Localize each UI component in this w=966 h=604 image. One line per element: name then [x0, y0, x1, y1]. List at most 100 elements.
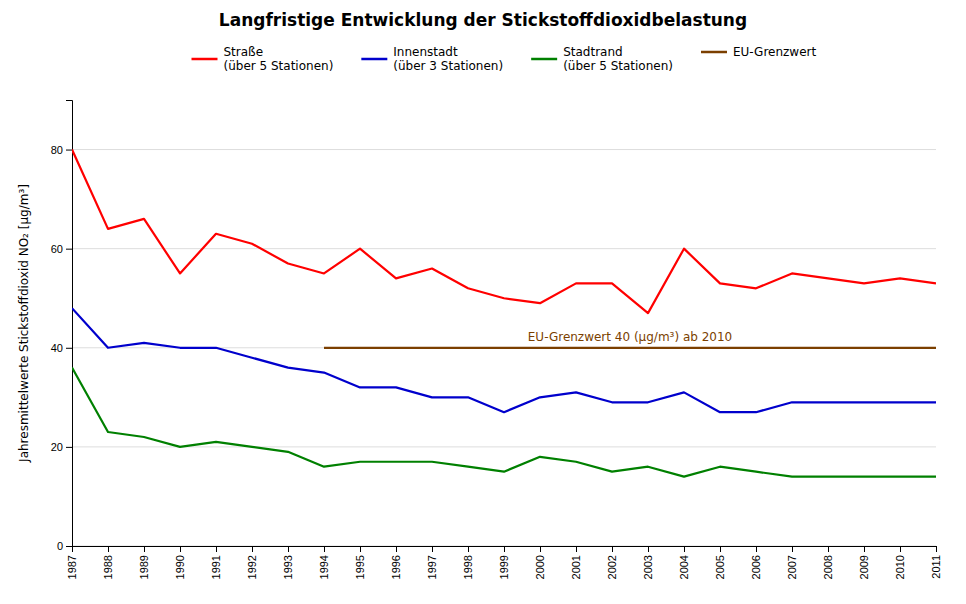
x-tick-mark — [648, 546, 649, 552]
x-tick: 1993 — [282, 546, 294, 579]
legend-swatch — [531, 58, 557, 61]
y-tick: 20 — [51, 441, 72, 453]
x-axis-line — [73, 547, 937, 553]
x-tick-label: 1994 — [318, 555, 330, 579]
x-tick-mark — [936, 546, 937, 552]
x-tick-mark — [288, 546, 289, 552]
x-tick-label: 2006 — [750, 555, 762, 579]
x-tick-label: 2000 — [534, 555, 546, 579]
x-tick: 1999 — [498, 546, 510, 579]
legend-swatch — [361, 58, 387, 61]
x-tick-label: 2007 — [786, 555, 798, 579]
x-tick: 2010 — [894, 546, 906, 579]
title: Langfristige Entwicklung der Stickstoffd… — [219, 10, 747, 30]
x-tick: 1989 — [138, 546, 150, 579]
x-tick-label: 1987 — [66, 555, 78, 579]
legend-label: EU-Grenzwert — [733, 45, 817, 59]
x-tick-label: 2008 — [822, 555, 834, 579]
x-tick-label: 1992 — [246, 555, 258, 579]
x-tick: 1992 — [246, 546, 258, 579]
y-tick: 0 — [57, 540, 72, 552]
x-tick: 2007 — [786, 546, 798, 579]
x-tick: 1991 — [210, 546, 222, 579]
series-line — [324, 347, 936, 349]
x-tick: 1995 — [354, 546, 366, 579]
x-tick: 1998 — [462, 546, 474, 579]
x-tick: 2011 — [930, 546, 942, 579]
x-tick: 1997 — [426, 546, 438, 579]
legend-item: Innenstadt(über 3 Stationen) — [361, 45, 503, 73]
x-tick-mark — [828, 546, 829, 552]
y-tick-mark — [66, 546, 72, 547]
y-tick: 40 — [51, 342, 72, 354]
x-tick-mark — [684, 546, 685, 552]
x-tick: 1988 — [102, 546, 114, 579]
x-tick: 1996 — [390, 546, 402, 579]
plot: 1987 1988 1989 1990 1991 1992 1993 1994 1995 1996… — [51, 101, 943, 580]
x-tick: 2009 — [858, 546, 870, 579]
annotation: EU-Grenzwert 40 (µg/m³) ab 2010 — [528, 330, 732, 344]
x-tick-mark — [396, 546, 397, 552]
x-tick-mark — [900, 546, 901, 552]
x-tick-label: 1988 — [102, 555, 114, 579]
x-tick: 1987 — [66, 546, 78, 579]
y-axis-title: Jahresmittelwerte Stickstoffdioxid NO₂ [… — [17, 184, 31, 463]
x-tick-mark — [144, 546, 145, 552]
y-tick-mark — [66, 447, 72, 448]
legend-item: Straße(über 5 Stationen) — [191, 45, 333, 73]
x-tick-label: 2010 — [894, 555, 906, 579]
y-tick: 60 — [51, 243, 72, 255]
y-axis-line — [66, 101, 73, 547]
x-tick-label: 1991 — [210, 555, 222, 579]
x-tick-label: 2004 — [678, 555, 690, 579]
y-tick-label: 40 — [51, 342, 63, 354]
x-tick-label: 1998 — [462, 555, 474, 579]
x-tick-mark — [792, 546, 793, 552]
x-tick: 2005 — [714, 546, 726, 579]
x-tick-mark — [504, 546, 505, 552]
legend-swatch — [701, 51, 727, 54]
legend: Straße(über 5 Stationen) Innenstadt(über … — [191, 45, 816, 73]
x-tick: 2003 — [642, 546, 654, 579]
x-tick-label: 2011 — [930, 555, 942, 579]
series-line — [72, 150, 936, 314]
x-tick: 2001 — [570, 546, 582, 579]
y-axis: 0 20 40 60 80 — [51, 101, 73, 553]
x-tick-mark — [180, 546, 181, 552]
x-tick: 2004 — [678, 546, 690, 579]
y-tick-label: 20 — [51, 441, 63, 453]
x-tick-label: 1997 — [426, 555, 438, 579]
x-tick-label: 2002 — [606, 555, 618, 579]
legend-item: EU-Grenzwert — [701, 45, 817, 59]
y-grid — [72, 150, 936, 546]
x-tick: 2002 — [606, 546, 618, 579]
legend-item: Stadtrand(über 5 Stationen) — [531, 45, 673, 73]
x-tick-mark — [360, 546, 361, 552]
x-tick-mark — [720, 546, 721, 552]
x-tick-label: 1989 — [138, 555, 150, 579]
x-tick-mark — [324, 546, 325, 552]
legend-label: Stadtrand(über 5 Stationen) — [563, 45, 673, 73]
y-tick: 80 — [51, 144, 72, 156]
x-tick-label: 1999 — [498, 555, 510, 579]
x-tick-label: 2009 — [858, 555, 870, 579]
x-tick-label: 1996 — [390, 555, 402, 579]
legend-swatch — [191, 58, 217, 61]
x-tick-label: 1993 — [282, 555, 294, 579]
x-tick-label: 2005 — [714, 555, 726, 579]
legend-label: Innenstadt(über 3 Stationen) — [393, 45, 503, 73]
series-line — [72, 368, 936, 477]
grid-line — [72, 149, 936, 150]
x-tick-mark — [468, 546, 469, 552]
x-tick-mark — [612, 546, 613, 552]
y-tick-mark — [66, 249, 72, 250]
x-tick: 2000 — [534, 546, 546, 579]
x-tick-mark — [540, 546, 541, 552]
y-tick-mark — [66, 150, 72, 151]
x-tick-label: 1990 — [174, 555, 186, 579]
x-tick: 1990 — [174, 546, 186, 579]
x-tick-label: 2001 — [570, 555, 582, 579]
x-tick-mark — [864, 546, 865, 552]
x-tick-mark — [216, 546, 217, 552]
chart: Langfristige Entwicklung der Stickstoffd… — [0, 0, 966, 604]
